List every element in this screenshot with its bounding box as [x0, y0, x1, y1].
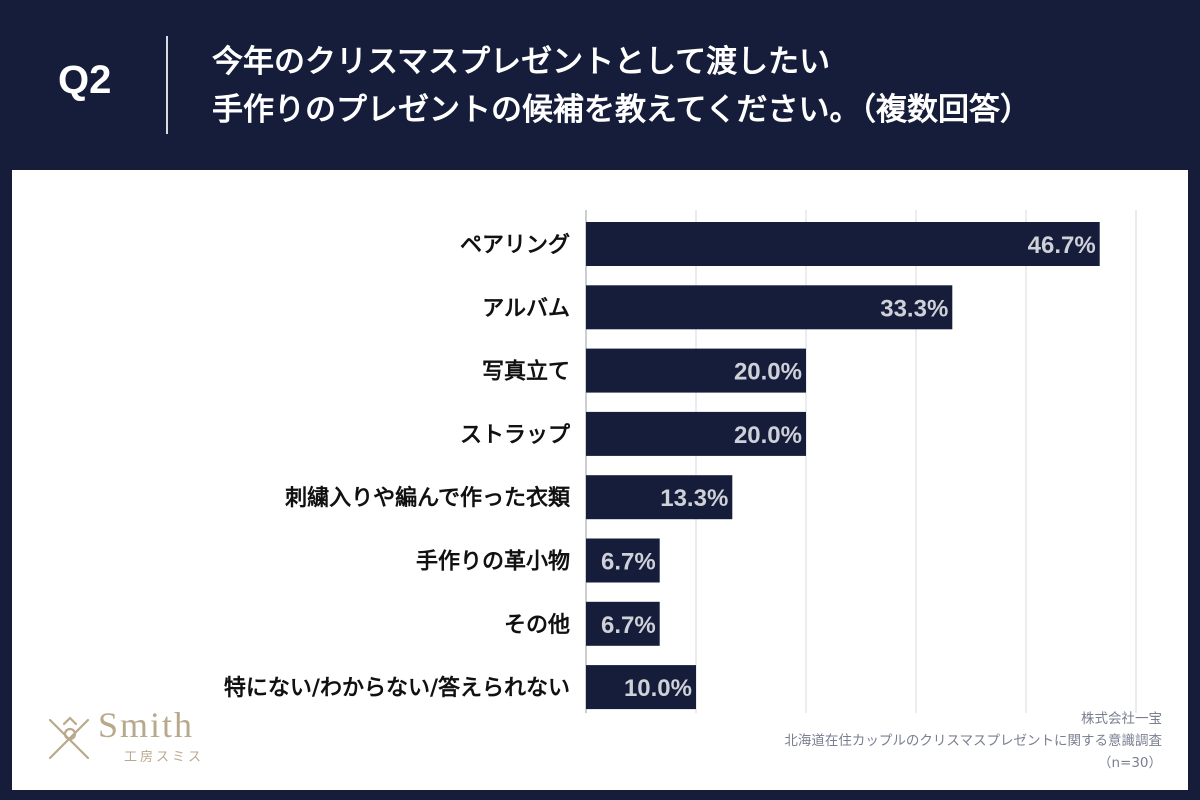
bar: [586, 538, 660, 583]
category-label: ストラップ: [460, 423, 571, 448]
bar: [586, 475, 733, 520]
chart-panel: ペアリング 46.7% アルバム 33.3% 写真立て 20.0% ストラップ 20.0% 刺繍…: [12, 170, 1188, 790]
question-number: Q2: [58, 58, 112, 102]
question-title: 今年のクリスマスプレゼントとして渡したい 手作りのプレゼントの候補を教えてくださ…: [212, 38, 1172, 134]
category-label: アルバム: [482, 296, 570, 321]
category-label: 特にない/わからない/答えられない: [224, 675, 570, 701]
smith-logo: Smith 工房スミス: [40, 700, 230, 770]
header: Q2 今年のクリスマスプレゼントとして渡したい 手作りのプレゼントの候補を教えて…: [0, 0, 1200, 170]
bar: [586, 222, 1100, 266]
question-title-line-2: 手作りのプレゼントの候補を教えてください。（複数回答）: [212, 92, 1032, 128]
bar: [586, 601, 660, 646]
value-label: 20.0%: [734, 359, 802, 386]
logo-subtitle: 工房スミス: [124, 750, 205, 765]
source-note: 株式会社一宝 北海道在住カップルのクリスマスプレゼントに関する意識調査 （n=3…: [784, 708, 1162, 774]
value-label: 46.7%: [1028, 232, 1096, 259]
crossed-tools-icon: [48, 716, 90, 760]
category-label: 手作りの革小物: [416, 549, 570, 575]
source-company: 株式会社一宝: [1081, 711, 1162, 727]
category-label: ペアリング: [460, 232, 570, 258]
value-label: 13.3%: [660, 485, 728, 512]
source-survey: 北海道在住カップルのクリスマスプレゼントに関する意識調査: [784, 733, 1162, 749]
value-label: 6.7%: [601, 549, 656, 576]
header-divider: [166, 36, 168, 134]
question-title-line-1: 今年のクリスマスプレゼントとして渡したい: [212, 44, 831, 80]
category-label: 写真立て: [482, 359, 570, 385]
category-label: 刺繍入りや編んで作った衣類: [285, 485, 571, 511]
value-label: 33.3%: [880, 295, 948, 322]
value-label: 10.0%: [624, 675, 692, 702]
bar: [586, 665, 696, 710]
category-label: その他: [504, 613, 570, 638]
value-label: 20.0%: [734, 422, 802, 449]
bar: [586, 348, 806, 393]
value-label: 6.7%: [601, 612, 656, 639]
source-sample-size: （n=30）: [1097, 755, 1162, 771]
logo-wordmark: Smith: [98, 705, 195, 745]
bar: [586, 285, 953, 330]
bar-chart: ペアリング 46.7% アルバム 33.3% 写真立て 20.0% ストラップ 20.0% 刺繍…: [224, 210, 1137, 714]
bar: [586, 411, 806, 456]
